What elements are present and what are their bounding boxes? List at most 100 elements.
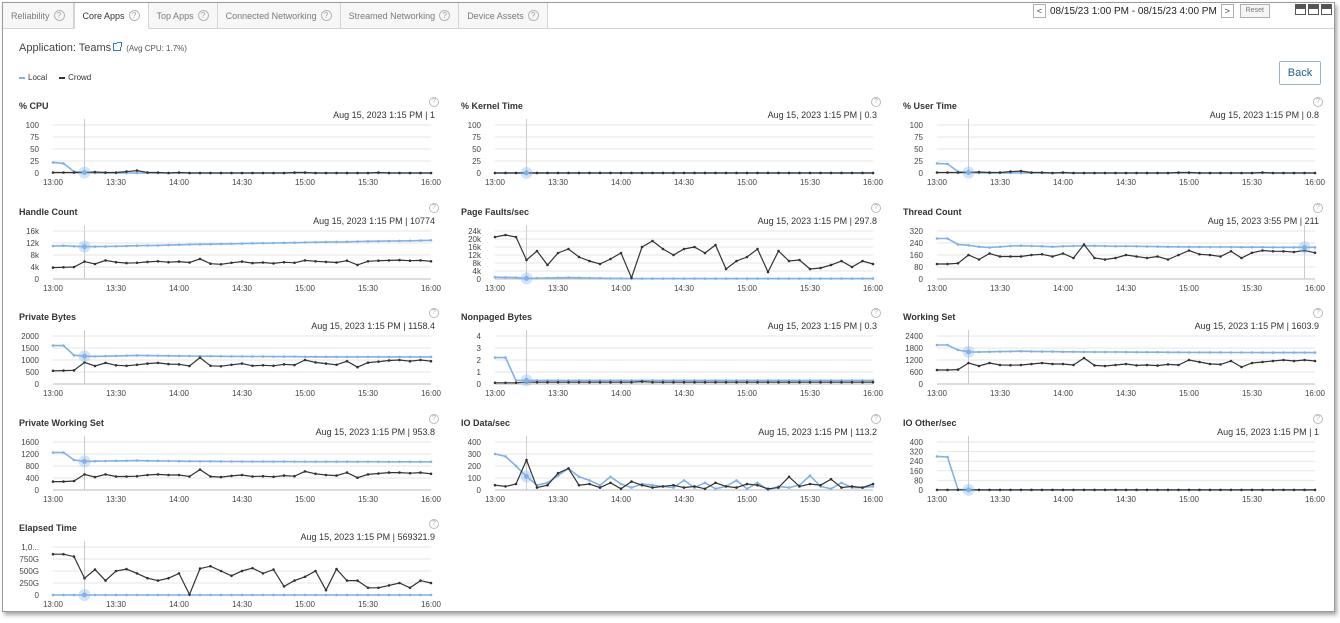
- chart-title: % Kernel Time: [461, 101, 523, 111]
- app-frame: Reliability? Core Apps? Top Apps? Connected…: [2, 2, 1335, 612]
- y-tick-label: 0: [919, 380, 924, 389]
- layout-1-icon[interactable]: [1295, 4, 1306, 15]
- help-icon[interactable]: ?: [1313, 97, 1323, 107]
- data-point-crowd: [946, 488, 949, 492]
- chart-plot[interactable]: 2000 1500 1000 500 013:00 13:30 14:00 14:30 15:0…: [19, 312, 442, 402]
- y-tick-label: 1200: [905, 356, 923, 365]
- chart-plot[interactable]: 2400 1800 1200 600 013:00 13:30 14:00 14:30 15:0…: [903, 312, 1326, 402]
- y-tick-label: 0: [919, 275, 924, 284]
- data-point-crowd: [261, 261, 265, 264]
- data-point-crowd: [703, 380, 707, 384]
- data-point-crowd: [135, 261, 139, 265]
- data-point-local: [1250, 351, 1254, 354]
- chart-plot[interactable]: 1600 1200 800 400 013:00 13:30 14:00 14:30 15:00…: [19, 418, 442, 508]
- chart-plot[interactable]: 100 75 50 25 013:00 13:30 14:00 14:30 15:00 15:30…: [903, 101, 1326, 191]
- prev-range-button[interactable]: <: [1033, 4, 1046, 18]
- chart-plot[interactable]: 100 75 50 25 013:00 13:30 14:00 14:30 15:00 15:30…: [19, 101, 442, 191]
- help-icon[interactable]: ?: [429, 519, 439, 529]
- data-point-crowd: [1282, 488, 1285, 492]
- help-icon[interactable]: ?: [1313, 203, 1323, 213]
- data-point-crowd: [177, 572, 181, 575]
- tab-reliability[interactable]: Reliability?: [3, 3, 74, 28]
- help-icon[interactable]: ?: [1313, 414, 1323, 424]
- tab-core-apps[interactable]: Core Apps?: [73, 3, 149, 29]
- y-tick-label: 0: [919, 486, 924, 495]
- data-point-crowd: [356, 365, 359, 369]
- chart-title: Handle Count: [19, 207, 78, 217]
- help-icon[interactable]: ?: [871, 97, 881, 107]
- tab-device-assets[interactable]: Device Assets?: [459, 3, 548, 28]
- data-point-local: [146, 593, 149, 597]
- data-point-crowd: [1229, 171, 1233, 175]
- layout-2-icon[interactable]: [1308, 4, 1319, 15]
- data-point-local: [1261, 245, 1264, 249]
- data-point-local: [114, 245, 118, 248]
- data-point-crowd: [1261, 488, 1264, 492]
- data-point-local: [703, 277, 707, 280]
- data-point-crowd: [609, 257, 612, 261]
- tab-connected-networking[interactable]: Connected Networking?: [217, 3, 341, 28]
- data-point-crowd: [156, 260, 160, 263]
- data-point-crowd: [567, 380, 570, 384]
- chart-plot[interactable]: 16k 12k 8k 4k 013:00 13:30 14:00 14:30 15:00 15:3…: [19, 207, 442, 297]
- chart-plot[interactable]: 1,0... 750G 500G 250G 013:00 13:30 14:00 14:30 1…: [19, 523, 442, 613]
- data-point-local: [303, 241, 307, 244]
- y-tick-label: 50: [30, 145, 39, 154]
- help-icon[interactable]: ?: [197, 10, 209, 21]
- data-point-crowd: [1135, 488, 1138, 492]
- help-icon[interactable]: ?: [527, 10, 539, 21]
- cursor-marker-dot: [82, 353, 87, 359]
- data-point-local: [219, 593, 223, 597]
- help-icon[interactable]: ?: [128, 10, 140, 21]
- help-icon[interactable]: ?: [871, 203, 881, 213]
- help-icon[interactable]: ?: [429, 414, 439, 424]
- data-point-local: [840, 379, 843, 382]
- x-tick-label: 13:00: [43, 389, 64, 398]
- help-icon[interactable]: ?: [871, 308, 881, 318]
- data-point-local: [293, 593, 296, 597]
- data-point-crowd: [135, 169, 139, 172]
- data-point-crowd: [840, 171, 843, 175]
- data-point-crowd: [261, 572, 265, 575]
- data-point-local: [1271, 351, 1275, 354]
- data-point-local: [219, 354, 223, 358]
- data-point-local: [209, 242, 212, 246]
- data-point-local: [72, 458, 76, 462]
- data-point-crowd: [272, 171, 275, 175]
- help-icon[interactable]: ?: [320, 10, 332, 21]
- reset-button[interactable]: Reset: [1239, 4, 1270, 18]
- help-icon[interactable]: ?: [429, 97, 439, 107]
- data-point-crowd: [1208, 488, 1212, 492]
- data-point-crowd: [766, 380, 770, 384]
- back-button[interactable]: Back: [1279, 61, 1321, 85]
- data-point-crowd: [419, 171, 422, 175]
- chart-plot[interactable]: 400 300 200 100 013:00 13:30 14:00 14:30 15:00 15…: [461, 418, 884, 508]
- help-icon[interactable]: ?: [429, 203, 439, 213]
- x-tick-label: 16:00: [1305, 178, 1326, 187]
- data-point-local: [840, 481, 843, 485]
- help-icon[interactable]: ?: [1313, 308, 1323, 318]
- data-point-local: [661, 277, 665, 280]
- next-range-button[interactable]: >: [1220, 4, 1234, 18]
- data-point-local: [366, 460, 370, 464]
- y-tick-label: 400: [468, 438, 482, 447]
- tab-streamed-networking[interactable]: Streamed Networking?: [340, 3, 460, 28]
- chart-user-time: % User Time Aug 15, 2023 1:15 PM | 0.8? 10…: [903, 97, 1326, 201]
- x-tick-label: 14:30: [674, 284, 695, 293]
- help-icon[interactable]: ?: [871, 414, 881, 424]
- help-icon[interactable]: ?: [53, 10, 65, 21]
- data-point-local: [198, 593, 202, 597]
- chart-plot[interactable]: 100 75 50 25 013:00 13:30 14:00 14:30 15:00 15:30…: [461, 101, 884, 191]
- help-icon[interactable]: ?: [429, 308, 439, 318]
- data-point-crowd: [1051, 171, 1054, 175]
- layout-3-icon[interactable]: [1321, 4, 1332, 15]
- tab-top-apps[interactable]: Top Apps?: [148, 3, 218, 28]
- help-icon[interactable]: ?: [439, 10, 451, 21]
- chart-plot[interactable]: 320 240 160 80 013:00 13:30 14:00 14:30 15:00 15:…: [903, 207, 1326, 297]
- x-tick-label: 15:30: [1242, 389, 1263, 398]
- data-point-crowd: [840, 486, 843, 489]
- chart-plot[interactable]: 4 3 2 1 013:00 13:30 14:00 14:30 15:00 15:30 16:00: [461, 312, 884, 402]
- external-link-icon[interactable]: [113, 42, 123, 51]
